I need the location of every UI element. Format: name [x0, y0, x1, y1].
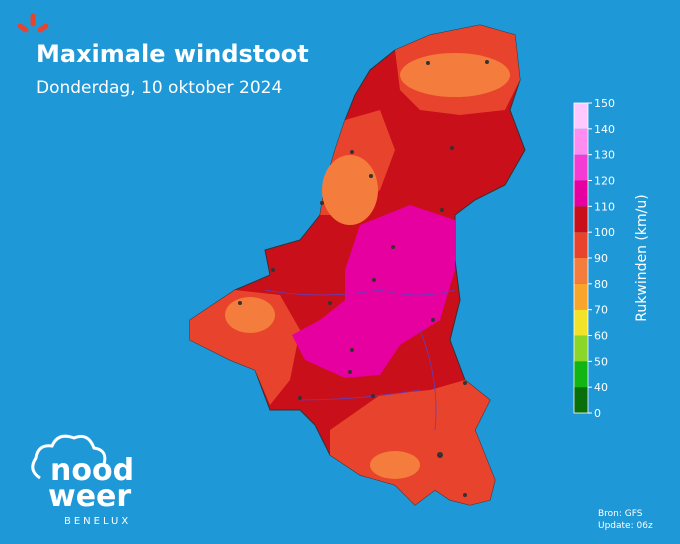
logo-line1: nood — [50, 453, 134, 488]
logo-cloud — [31, 434, 107, 480]
logo-tagline: BENELUX — [64, 516, 131, 527]
colorbar-band — [574, 258, 588, 284]
region-magenta — [292, 205, 455, 378]
region-orange — [322, 155, 378, 225]
region-orange — [400, 53, 510, 97]
colorbar-tick-label: 150 — [594, 97, 615, 110]
colorbar-tick-label: 110 — [594, 200, 615, 213]
logo: nood weer BENELUX — [31, 434, 134, 527]
colorbar-tick-label: 140 — [594, 123, 615, 136]
region-red — [330, 380, 495, 505]
colorbar-tick-label: 120 — [594, 175, 615, 188]
update: Update: 06z — [598, 521, 653, 531]
title: Maximale windstoot — [36, 40, 309, 68]
region-orange — [370, 451, 420, 479]
colorbar-tick-label: 90 — [594, 252, 608, 265]
region-orange — [225, 297, 275, 333]
city-dots — [238, 60, 489, 497]
colorbar-tick-label: 60 — [594, 330, 608, 343]
colorbar-band — [574, 206, 588, 233]
colorbar-band — [574, 335, 588, 362]
border-line — [264, 289, 456, 431]
colorbar-band — [574, 180, 588, 207]
colorbar-tick-label: 100 — [594, 226, 615, 239]
colorbar-band — [574, 103, 588, 129]
colorbar-tick-label: 40 — [594, 381, 608, 394]
colorbar-title: Rukwinden (km/u) — [634, 194, 650, 321]
colorbar: 0 40 50 60 70 80 90 100 110 120 130 140 150 — [573, 97, 615, 420]
map — [189, 24, 526, 506]
colorbar-band — [574, 283, 588, 310]
colorbar-band — [574, 128, 588, 155]
colorbar-band — [574, 309, 588, 336]
colorbar-band — [574, 232, 588, 258]
colorbar-tick-label: 50 — [594, 355, 608, 368]
logo-rays — [17, 13, 49, 33]
colorbar-band — [574, 387, 588, 413]
colorbar-band — [574, 361, 588, 388]
subtitle: Donderdag, 10 oktober 2024 — [36, 78, 282, 98]
colorbar-band — [574, 154, 588, 181]
logo-line2: weer — [48, 479, 131, 514]
colorbar-tick-label: 0 — [594, 407, 601, 420]
colorbar-tick-label: 70 — [594, 304, 608, 317]
source: Bron: GFS — [598, 509, 643, 519]
colorbar-tick-label: 130 — [594, 149, 615, 162]
colorbar-tick-label: 80 — [594, 278, 608, 291]
